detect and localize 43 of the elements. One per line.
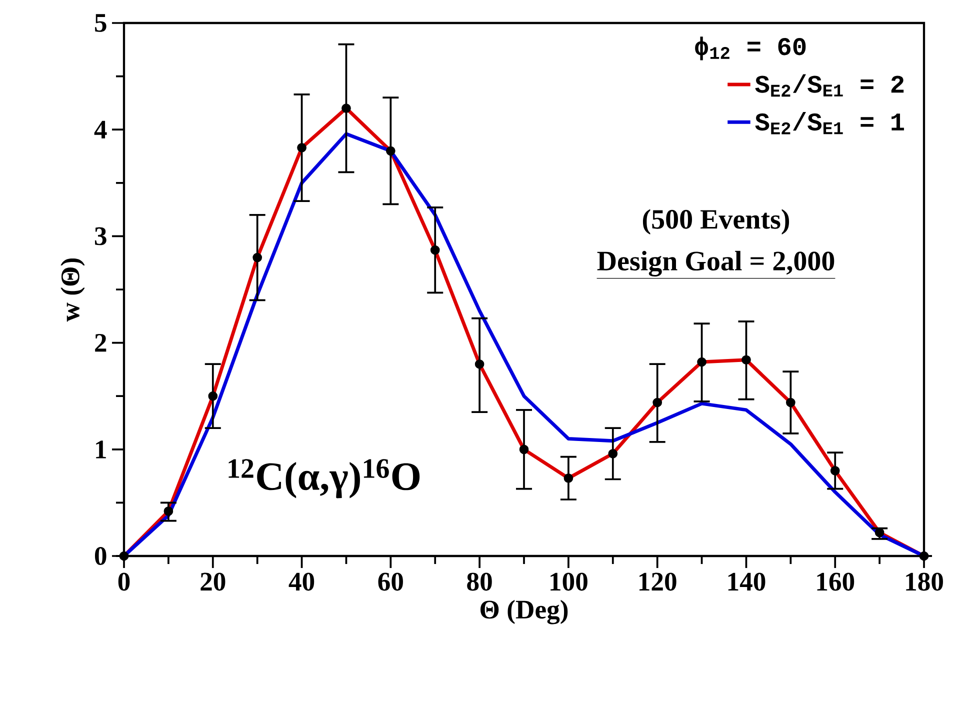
y-tick-label: 5 <box>95 14 106 32</box>
x-tick-label: 160 <box>817 572 854 591</box>
y-tick-label: 2 <box>95 334 106 352</box>
point <box>874 528 884 538</box>
legend-label: S$_{E2}$/S$_{E1}$ = 1 <box>755 112 904 134</box>
x-axis-title: Θ (Deg) <box>480 600 568 624</box>
x-tick-label: 140 <box>728 572 766 591</box>
point <box>742 355 751 365</box>
y-tick-label: 1 <box>96 440 106 458</box>
point <box>786 398 796 408</box>
point <box>430 245 440 255</box>
point <box>652 398 662 408</box>
point <box>697 357 706 367</box>
point <box>608 448 618 458</box>
x-tick-label: 60 <box>378 572 403 591</box>
y-tick-label: 3 <box>94 227 106 246</box>
point <box>830 466 840 476</box>
point <box>342 104 351 113</box>
point <box>119 551 129 561</box>
x-tick-label: 80 <box>467 572 492 591</box>
point <box>919 551 929 561</box>
legend-label: S$_{E2}$/S$_{E1}$ = 2 <box>755 74 904 97</box>
x-tick-label: 120 <box>639 572 676 591</box>
point <box>164 506 174 516</box>
x-tick-label: 180 <box>906 572 943 591</box>
annotation: $^{12}$C(α,γ)$^{16}$O <box>228 459 420 498</box>
point <box>474 359 484 369</box>
y-tick-label: 4 <box>94 120 107 138</box>
point <box>208 391 218 401</box>
x-tick-label: 0 <box>118 572 130 591</box>
x-tick-label: 40 <box>288 572 314 591</box>
y-tick-label: 0 <box>94 547 106 565</box>
point <box>386 146 396 156</box>
x-tick-label: 20 <box>200 572 226 591</box>
annotation: Design Goal = 2,000 <box>597 250 834 276</box>
point <box>297 143 306 152</box>
point <box>252 252 262 262</box>
x-tick-label: 100 <box>550 572 588 591</box>
legend-title: ϕ$_{12}$ = 60 <box>695 36 806 60</box>
annotation: (500 Events) <box>642 209 790 234</box>
point <box>564 474 574 483</box>
point <box>519 444 529 454</box>
y-axis-title: w (Θ) <box>60 258 85 322</box>
